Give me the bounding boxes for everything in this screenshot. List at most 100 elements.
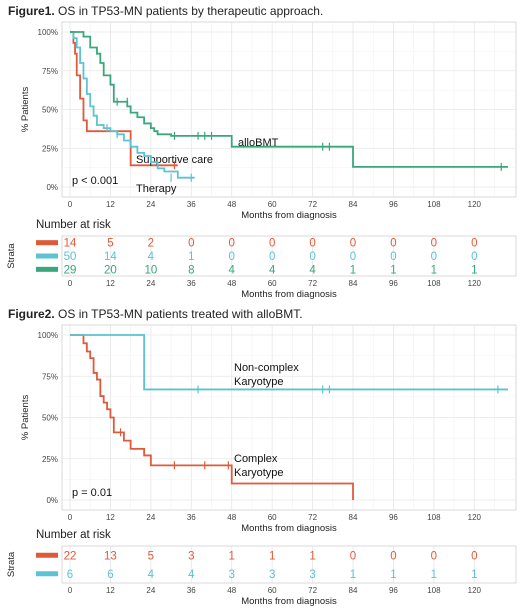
risk-count: 3 xyxy=(309,569,315,581)
risk-x-axis-label: Months from diagnosis xyxy=(241,289,337,300)
risk-count: 4 xyxy=(148,569,155,581)
x-tick-label: 84 xyxy=(349,513,358,522)
risk-x-tick-label: 84 xyxy=(349,586,358,595)
curve-label: Non-complex xyxy=(234,362,299,374)
risk-count: 1 xyxy=(188,251,194,263)
risk-count: 0 xyxy=(390,251,396,263)
x-tick-label: 24 xyxy=(146,513,155,522)
risk-count: 6 xyxy=(67,569,73,581)
risk-count: 1 xyxy=(471,264,477,276)
x-tick-label: 108 xyxy=(427,200,441,209)
risk-x-tick-label: 0 xyxy=(68,586,73,595)
y-tick-label: 100% xyxy=(38,331,58,340)
risk-x-tick-label: 108 xyxy=(427,586,441,595)
risk-x-tick-label: 12 xyxy=(106,279,115,288)
risk-count: 4 xyxy=(188,569,195,581)
risk-count: 0 xyxy=(229,238,235,250)
y-tick-label: 50% xyxy=(42,106,58,115)
x-tick-label: 108 xyxy=(427,513,441,522)
risk-x-tick-label: 120 xyxy=(468,586,482,595)
strata-swatch xyxy=(36,266,58,272)
risk-x-tick-label: 84 xyxy=(349,279,358,288)
risk-count: 0 xyxy=(471,550,477,562)
risk-count: 0 xyxy=(350,251,356,263)
risk-count: 13 xyxy=(104,550,117,562)
risk-x-tick-label: 96 xyxy=(389,586,398,595)
x-tick-label: 0 xyxy=(68,513,73,522)
risk-count: 5 xyxy=(148,550,154,562)
risk-count: 0 xyxy=(471,251,477,263)
risk-count: 3 xyxy=(269,569,275,581)
x-axis-label: Months from diagnosis xyxy=(241,523,337,534)
y-axis-label: % Patients xyxy=(20,395,31,441)
figure1-label: Figure1. xyxy=(8,4,55,18)
risk-count: 1 xyxy=(309,550,315,562)
risk-x-tick-label: 36 xyxy=(187,279,196,288)
figure2-title: Figure2. OS in TP53-MN patients treated … xyxy=(8,307,303,321)
risk-table-panel xyxy=(61,235,517,277)
risk-x-tick-label: 48 xyxy=(227,279,236,288)
risk-count: 0 xyxy=(471,238,477,250)
curve-label: Karyotype xyxy=(234,376,284,388)
risk-count: 0 xyxy=(269,251,275,263)
figure1-title: Figure1. OS in TP53-MN patients by thera… xyxy=(8,4,323,18)
risk-table-title: Number at risk xyxy=(36,529,111,541)
x-tick-label: 48 xyxy=(227,513,236,522)
curve-label: Therapy xyxy=(136,183,177,195)
risk-x-tick-label: 72 xyxy=(308,586,317,595)
p-value-annotation: p < 0.001 xyxy=(72,175,118,187)
risk-count: 0 xyxy=(431,550,437,562)
strata-label: Strata xyxy=(6,551,17,577)
risk-count: 14 xyxy=(64,238,77,250)
risk-count: 22 xyxy=(64,550,77,562)
risk-x-tick-label: 36 xyxy=(187,586,196,595)
x-tick-label: 120 xyxy=(468,513,482,522)
risk-x-tick-label: 60 xyxy=(268,586,277,595)
risk-count: 1 xyxy=(390,264,396,276)
risk-count: 1 xyxy=(350,569,356,581)
x-axis-label: Months from diagnosis xyxy=(241,210,337,221)
risk-count: 3 xyxy=(229,569,235,581)
risk-x-tick-label: 24 xyxy=(146,586,155,595)
risk-count: 0 xyxy=(390,238,396,250)
risk-count: 10 xyxy=(144,264,157,276)
risk-x-axis-label: Months from diagnosis xyxy=(241,596,337,607)
risk-table-title: Number at risk xyxy=(36,219,111,231)
risk-count: 0 xyxy=(431,251,437,263)
risk-count: 0 xyxy=(229,251,235,263)
risk-count: 0 xyxy=(390,550,396,562)
risk-count: 8 xyxy=(188,264,194,276)
y-tick-label: 100% xyxy=(38,28,58,37)
strata-swatch xyxy=(36,552,58,558)
curve-label: Karyotype xyxy=(234,467,284,479)
y-tick-label: 25% xyxy=(42,455,58,464)
km-curve-allobmt xyxy=(70,31,508,168)
risk-count: 0 xyxy=(188,238,194,250)
risk-x-tick-label: 48 xyxy=(227,586,236,595)
x-tick-label: 36 xyxy=(187,513,196,522)
y-tick-label: 75% xyxy=(42,372,58,381)
risk-count: 1 xyxy=(431,264,437,276)
y-tick-label: 50% xyxy=(42,414,58,423)
risk-count: 1 xyxy=(471,569,477,581)
strata-swatch xyxy=(36,240,58,246)
curve-label: Complex xyxy=(234,453,278,465)
x-tick-label: 84 xyxy=(349,200,358,209)
x-tick-label: 72 xyxy=(308,200,317,209)
risk-count: 20 xyxy=(104,264,117,276)
risk-count: 3 xyxy=(188,550,194,562)
risk-count: 1 xyxy=(431,569,437,581)
risk-x-tick-label: 24 xyxy=(146,279,155,288)
strata-swatch xyxy=(36,571,58,577)
km-curve-therapy xyxy=(70,31,195,179)
risk-x-tick-label: 12 xyxy=(106,586,115,595)
risk-count: 5 xyxy=(107,238,113,250)
x-tick-label: 60 xyxy=(268,200,277,209)
x-tick-label: 120 xyxy=(468,200,482,209)
figure2-label: Figure2. xyxy=(8,307,55,321)
risk-count: 1 xyxy=(229,550,235,562)
risk-count: 1 xyxy=(390,569,396,581)
p-value-annotation: p = 0.01 xyxy=(72,487,112,499)
risk-x-tick-label: 60 xyxy=(268,279,277,288)
